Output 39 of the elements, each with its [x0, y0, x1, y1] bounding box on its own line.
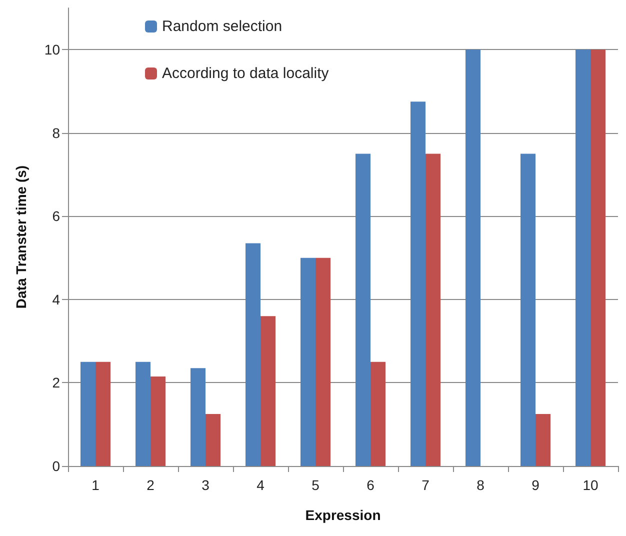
- bar: [536, 414, 550, 466]
- y-tick-label: 2: [52, 374, 60, 391]
- x-tick-label: 7: [422, 477, 430, 493]
- bar: [206, 414, 220, 466]
- bar: [410, 102, 426, 466]
- bar: [96, 362, 110, 466]
- bar: [136, 362, 150, 466]
- x-tick-label: 6: [366, 477, 375, 493]
- y-tick-label: 0: [52, 458, 60, 474]
- bar: [370, 362, 386, 466]
- x-tick-label: 4: [256, 477, 265, 493]
- y-axis-title: Data Transter time (s): [13, 165, 29, 309]
- x-tick-label: 3: [202, 477, 210, 493]
- bar: [520, 154, 536, 466]
- y-tick-label: 8: [52, 124, 60, 141]
- bar: [246, 243, 260, 466]
- bar: [150, 376, 166, 466]
- x-tick-label: 2: [146, 477, 155, 493]
- x-tick-label: 8: [476, 477, 485, 493]
- y-tick-label: 10: [44, 42, 60, 58]
- x-tick-label: 9: [532, 477, 540, 493]
- bar: [190, 368, 206, 466]
- bar: [80, 362, 96, 466]
- bar: [590, 50, 606, 466]
- y-tick-label: 6: [52, 208, 60, 224]
- legend-label: According to data locality: [162, 65, 330, 82]
- bar: [466, 50, 480, 466]
- x-tick-label: 1: [92, 477, 100, 493]
- bar: [426, 154, 440, 466]
- bar: [356, 154, 370, 466]
- x-axis-title: Expression: [305, 507, 381, 523]
- x-tick-label: 5: [312, 477, 320, 493]
- y-tick-label: 4: [52, 291, 60, 308]
- bar: [260, 316, 276, 466]
- bar: [576, 50, 590, 466]
- bar: [300, 258, 316, 466]
- x-tick-label: 10: [582, 477, 598, 493]
- bar: [316, 258, 330, 466]
- legend-label: Random selection: [162, 18, 282, 35]
